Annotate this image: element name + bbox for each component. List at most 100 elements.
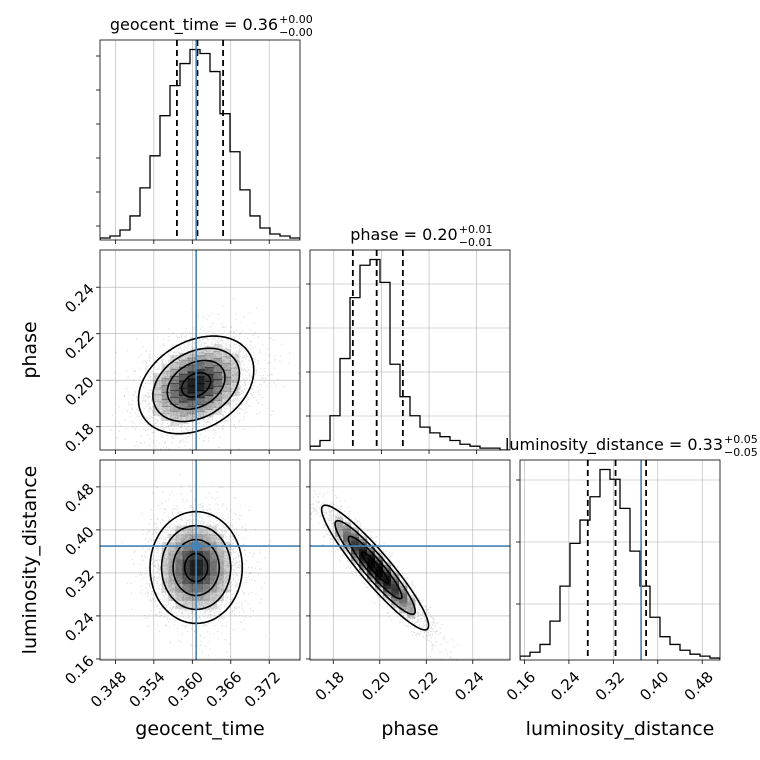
density-cell <box>168 550 176 560</box>
contour-line <box>320 504 430 631</box>
panel-frame <box>519 459 721 661</box>
density-cell <box>223 567 231 576</box>
y-tick-label: 0.24 <box>61 609 97 645</box>
density-cell <box>196 397 205 406</box>
y-tick-label: 0.20 <box>61 373 97 409</box>
density-cell <box>203 533 210 543</box>
contour-line <box>183 552 209 583</box>
density-cell <box>204 346 214 355</box>
density-cell <box>175 533 183 543</box>
density-cell <box>343 528 352 536</box>
density-cell <box>178 415 188 424</box>
density-body <box>100 460 300 660</box>
density-cell <box>152 387 162 396</box>
density-cell <box>383 571 392 579</box>
density-cell <box>343 525 352 532</box>
panel-frame <box>309 459 511 661</box>
x-tick-label: 0.360 <box>164 668 207 711</box>
contour-line <box>137 335 255 435</box>
density-cell <box>175 567 183 576</box>
density-geocent_time-phase <box>96 249 301 454</box>
density-cell <box>391 584 400 592</box>
density-cell <box>187 399 197 408</box>
title-lower-error: −0.05 <box>724 446 758 459</box>
contour-line <box>360 551 390 584</box>
density-cell <box>161 550 169 560</box>
x-tick-label: 0.16 <box>503 668 539 704</box>
density-cell <box>407 601 416 609</box>
density-cell <box>407 604 416 612</box>
density-cell <box>375 552 384 560</box>
density-cell <box>399 589 408 597</box>
density-cell <box>161 371 171 380</box>
density-cell <box>203 601 210 610</box>
density-cell <box>178 366 188 375</box>
density-cell <box>407 611 416 619</box>
panel-frame <box>309 249 511 451</box>
y-axis-label: luminosity_distance <box>19 466 41 655</box>
density-cell <box>391 594 400 602</box>
density-cell <box>222 369 231 378</box>
density-cell <box>351 554 360 562</box>
density-cell <box>196 533 204 543</box>
density-cell <box>168 567 176 576</box>
density-cell <box>170 375 179 384</box>
density-cell <box>213 385 223 394</box>
density-cell <box>175 584 183 593</box>
density-cell <box>178 359 188 368</box>
density-cell <box>175 601 183 610</box>
title-upper-error: +0.05 <box>724 433 758 446</box>
contour-line <box>172 538 221 597</box>
density-cell <box>216 575 224 585</box>
x-tick-label: 0.18 <box>312 668 348 704</box>
density-cell <box>359 545 368 553</box>
density-cell <box>223 550 231 560</box>
contour-line <box>180 371 212 398</box>
density-body <box>108 250 300 450</box>
density-cell <box>222 376 231 385</box>
density-cell <box>343 531 352 539</box>
density-cell <box>210 525 217 534</box>
density-cell <box>216 567 224 576</box>
density-cell <box>210 550 217 560</box>
density-cell <box>213 371 223 380</box>
density-cell <box>196 411 205 420</box>
x-tick-label: 0.22 <box>405 668 441 704</box>
density-cell <box>196 383 205 392</box>
x-tick-label: 0.24 <box>451 668 487 704</box>
density-cell <box>189 533 197 543</box>
density-cell <box>230 367 240 376</box>
y-tick-label: 0.16 <box>61 652 97 688</box>
density-cell <box>178 394 188 403</box>
density-cell <box>168 584 176 593</box>
density-cell <box>196 404 205 413</box>
histogram-luminosity_distance <box>516 459 721 664</box>
density-cell <box>210 601 217 610</box>
x-axis-label: phase <box>381 718 438 740</box>
density-cell <box>196 355 205 364</box>
density-geocent_time-luminosity_distance <box>96 459 301 664</box>
density-cell <box>170 389 179 398</box>
density-cell <box>343 535 352 543</box>
density-cell <box>189 601 197 610</box>
density-cell <box>178 373 188 382</box>
density-cell <box>189 559 197 568</box>
density-cell <box>210 584 217 593</box>
density-cell <box>230 374 240 383</box>
density-cell <box>204 367 214 376</box>
density-cell <box>170 396 179 405</box>
density-cell <box>391 597 400 605</box>
density-cell <box>161 567 169 576</box>
x-tick-label: 0.366 <box>202 668 245 711</box>
title-upper-error: +0.01 <box>459 223 493 236</box>
density-cell <box>335 526 344 534</box>
density-cell <box>161 385 171 394</box>
density-cell <box>203 584 210 593</box>
panel-frame <box>99 39 301 241</box>
density-cell <box>196 348 205 357</box>
density-cell <box>196 376 205 385</box>
density-cell <box>170 354 179 363</box>
density-cell <box>359 563 368 570</box>
density-cell <box>399 585 408 593</box>
x-tick-label: 0.354 <box>125 668 168 711</box>
